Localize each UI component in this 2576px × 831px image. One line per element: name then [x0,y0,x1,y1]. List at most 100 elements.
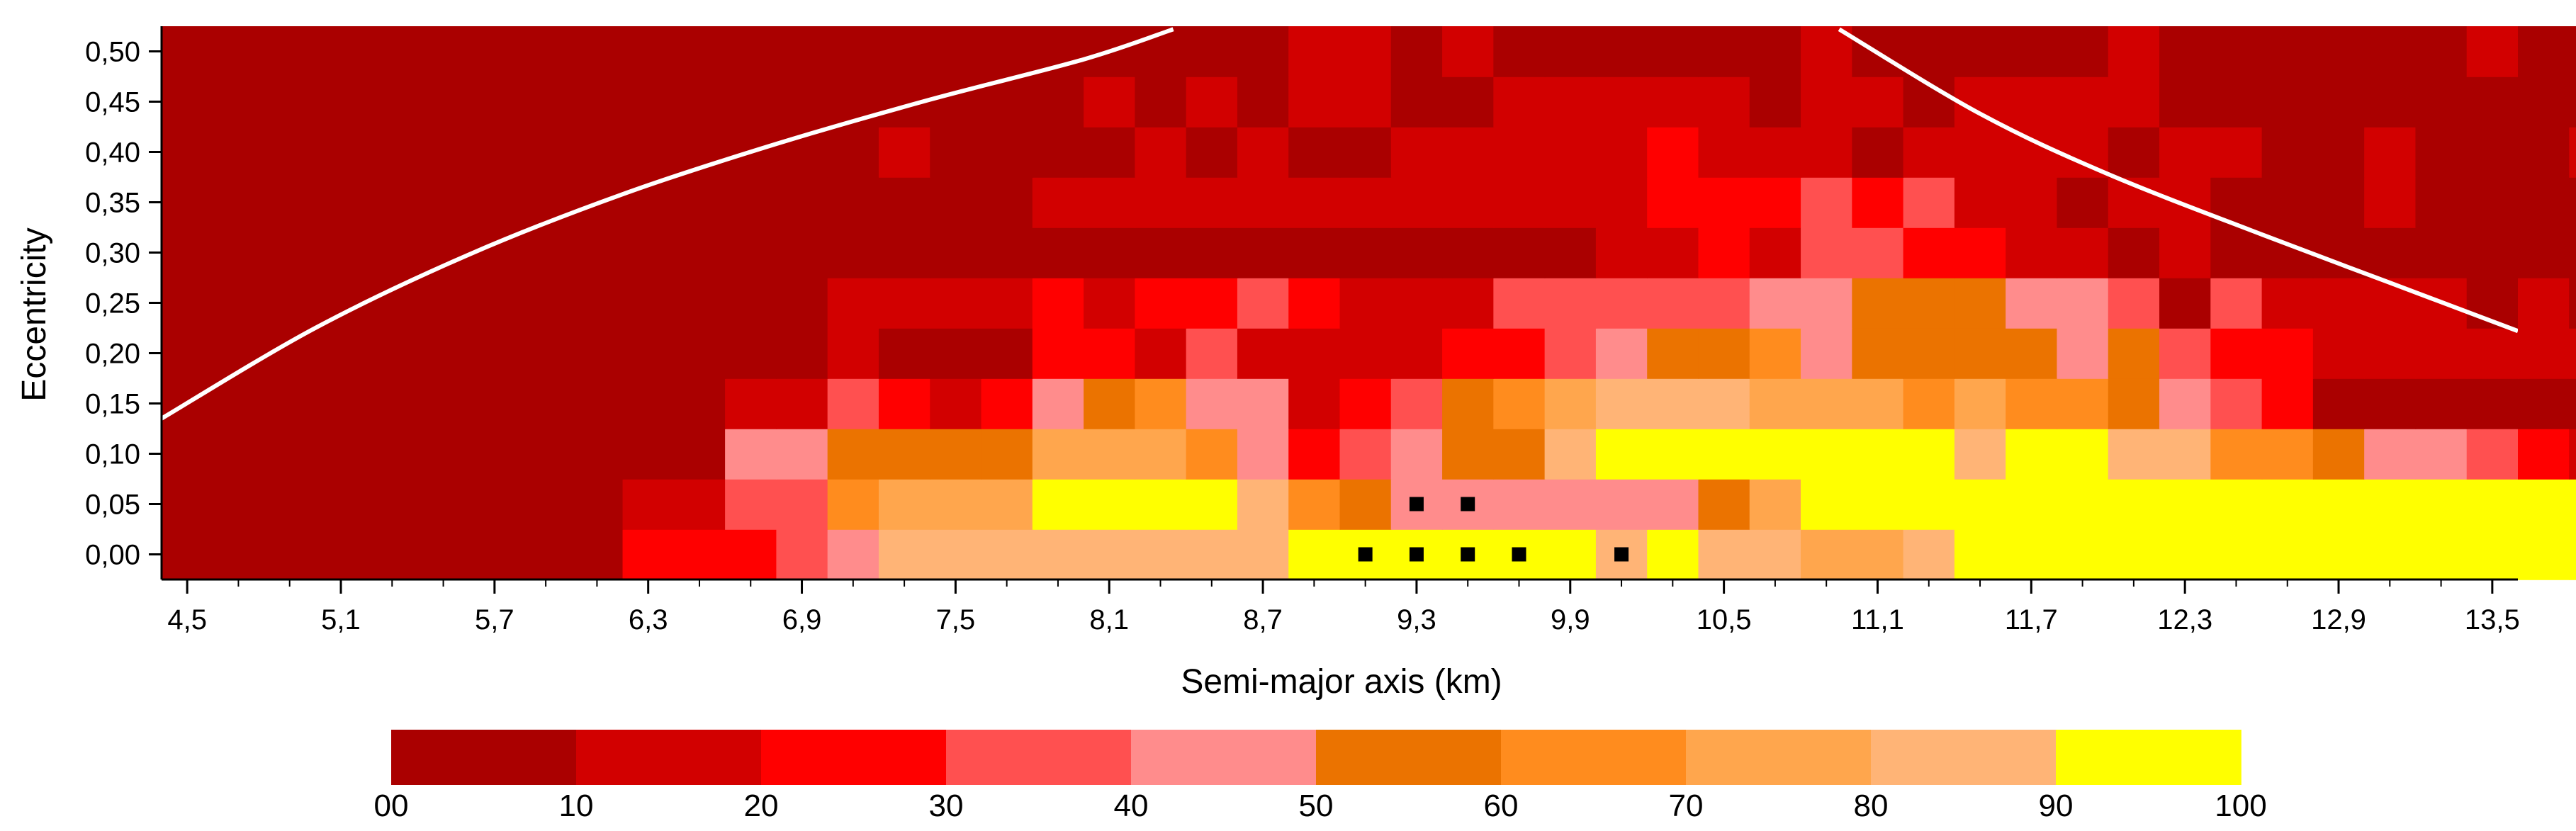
heatmap-cell [878,529,931,580]
data-marker [1512,547,1526,562]
heatmap-cell [264,378,316,429]
heatmap-cell [366,529,419,580]
heatmap-cell [1698,127,1750,178]
heatmap-cell [571,378,624,429]
heatmap-cell [1493,429,1546,480]
heatmap-cell [2057,278,2109,329]
colorbar-swatch [1871,730,2057,785]
heatmap-cell [878,328,931,379]
heatmap-cell [1442,378,1495,429]
heatmap-cell [2364,328,2417,379]
heatmap-cell [2518,26,2570,77]
heatmap-cell [878,429,931,480]
heatmap-cell [2312,479,2365,530]
heatmap-cell [981,127,1033,178]
heatmap-cell [1801,429,1853,480]
heatmap-cell [1186,127,1238,178]
heatmap-cell [1390,378,1443,429]
colorbar-label: 80 [1854,788,1889,823]
heatmap-cell [1493,479,1546,530]
heatmap-cell [2518,278,2570,329]
heatmap-cell [930,177,982,228]
heatmap-cell [1903,378,1955,429]
heatmap-cell [878,127,931,178]
heatmap-cell [162,227,214,278]
heatmap-cell [1698,177,1750,228]
heatmap-cell [725,177,777,228]
y-tick-label: 0,15 [85,389,140,420]
heatmap-cell [2415,177,2468,228]
heatmap-cell [622,479,675,530]
heatmap-cell [2312,278,2365,329]
heatmap-cell [1032,177,1084,228]
heatmap-cell [2210,479,2263,530]
heatmap-cell [2210,127,2263,178]
heatmap-cell [2518,429,2570,480]
colorbar-label: 90 [2039,788,2074,823]
heatmap-cell [2006,127,2058,178]
heatmap-cell [1954,26,2006,77]
heatmap-cell [1493,328,1546,379]
heatmap-cell [1186,77,1238,128]
heatmap-cell [1544,529,1597,580]
heatmap-cell [2006,77,2058,128]
heatmap-cell [827,328,879,379]
heatmap-cell [1954,378,2006,429]
heatmap-cell [571,278,624,329]
heatmap-cell [2159,177,2212,228]
heatmap-cell [2159,529,2212,580]
heatmap-cell [1698,227,1750,278]
heatmap-cell [1595,227,1648,278]
heatmap-cell [776,177,828,228]
heatmap-cell [1595,378,1648,429]
heatmap-cell [1493,378,1546,429]
heatmap-cell [264,77,316,128]
heatmap-cell [315,278,367,329]
heatmap-cell [2006,378,2058,429]
heatmap-cell [2466,429,2519,480]
heatmap-cell [519,479,573,530]
y-tick-label: 0,20 [85,339,140,370]
heatmap-cell [2518,177,2570,228]
x-axis-title: Semi-major axis (km) [1181,663,1502,701]
heatmap-cell [673,177,726,228]
heatmap-cell [981,529,1033,580]
heatmap-cell [1544,26,1597,77]
heatmap-cell [776,429,828,480]
heatmap-cell [1237,227,1290,278]
heatmap-cell [1698,529,1750,580]
heatmap-cell [468,328,521,379]
heatmap-cell [2261,26,2314,77]
heatmap-cell [1544,127,1597,178]
heatmap-cell [2569,77,2576,128]
heatmap-cell [2364,127,2417,178]
heatmap-cell [1339,479,1392,530]
x-tick-label: 10,5 [1697,604,1752,635]
heatmap-cell [1647,177,1699,228]
heatmap-cell [468,479,521,530]
heatmap-cell [2518,328,2570,379]
heatmap-cell [827,429,879,480]
heatmap-cell [2569,429,2576,480]
heatmap-cell [1339,127,1392,178]
heatmap-cell [1903,529,1955,580]
heatmap-cell [2569,529,2576,580]
heatmap-cell [417,26,470,77]
heatmap-cell [571,77,624,128]
colorbar-swatch [2056,730,2242,785]
x-tick-label: 9,9 [1551,604,1590,635]
heatmap-cells [162,26,2576,580]
heatmap-cell [468,378,521,429]
heatmap-cell [264,26,316,77]
heatmap-cell [213,278,265,329]
heatmap-cell [725,378,777,429]
axes: 4,5 5,1 5,7 6,3 6,9 7,5 8,1 8,7 9,3 9,9 10,5 11,1 11… [85,26,2520,635]
heatmap-cell [1647,429,1699,480]
heatmap-cell [2108,328,2160,379]
heatmap-cell [519,26,573,77]
heatmap-cell [571,529,624,580]
heatmap-cell [366,278,419,329]
colorbar-swatch [391,730,577,785]
heatmap-cell [1032,529,1084,580]
